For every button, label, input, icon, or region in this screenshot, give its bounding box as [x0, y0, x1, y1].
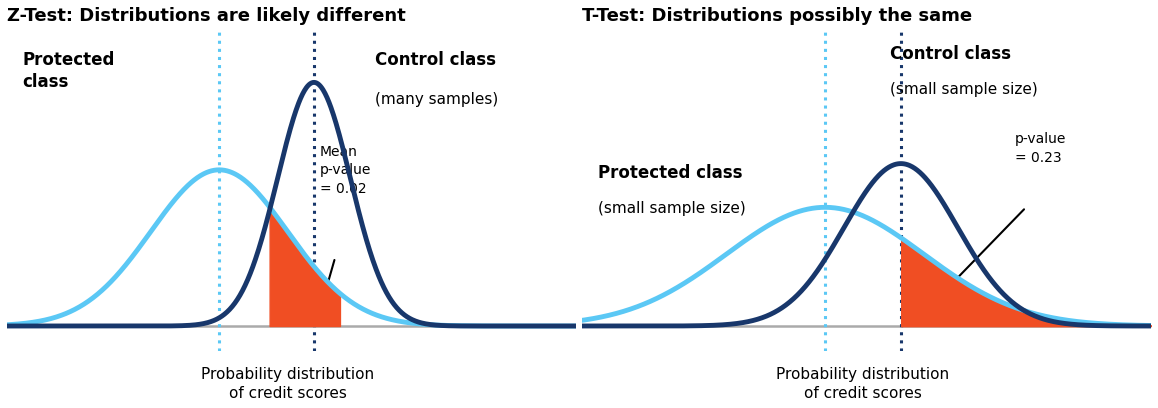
- Text: (many samples): (many samples): [375, 92, 498, 107]
- Text: (small sample size): (small sample size): [889, 82, 1038, 98]
- Text: p-value
= 0.23: p-value = 0.23: [1014, 132, 1067, 165]
- Text: (small sample size): (small sample size): [598, 201, 746, 216]
- Text: Probability distribution
of credit scores: Probability distribution of credit score…: [200, 367, 374, 401]
- Text: T-Test: Distributions possibly the same: T-Test: Distributions possibly the same: [582, 7, 973, 25]
- Text: Control class: Control class: [375, 51, 496, 69]
- Text: Protected class: Protected class: [598, 164, 742, 182]
- Text: Control class: Control class: [889, 45, 1011, 63]
- Text: Mean
p-value
= 0.02: Mean p-value = 0.02: [320, 145, 372, 196]
- Text: Probability distribution
of credit scores: Probability distribution of credit score…: [776, 367, 950, 401]
- Text: Z-Test: Distributions are likely different: Z-Test: Distributions are likely differe…: [7, 7, 405, 25]
- Text: Protected
class: Protected class: [22, 51, 115, 91]
